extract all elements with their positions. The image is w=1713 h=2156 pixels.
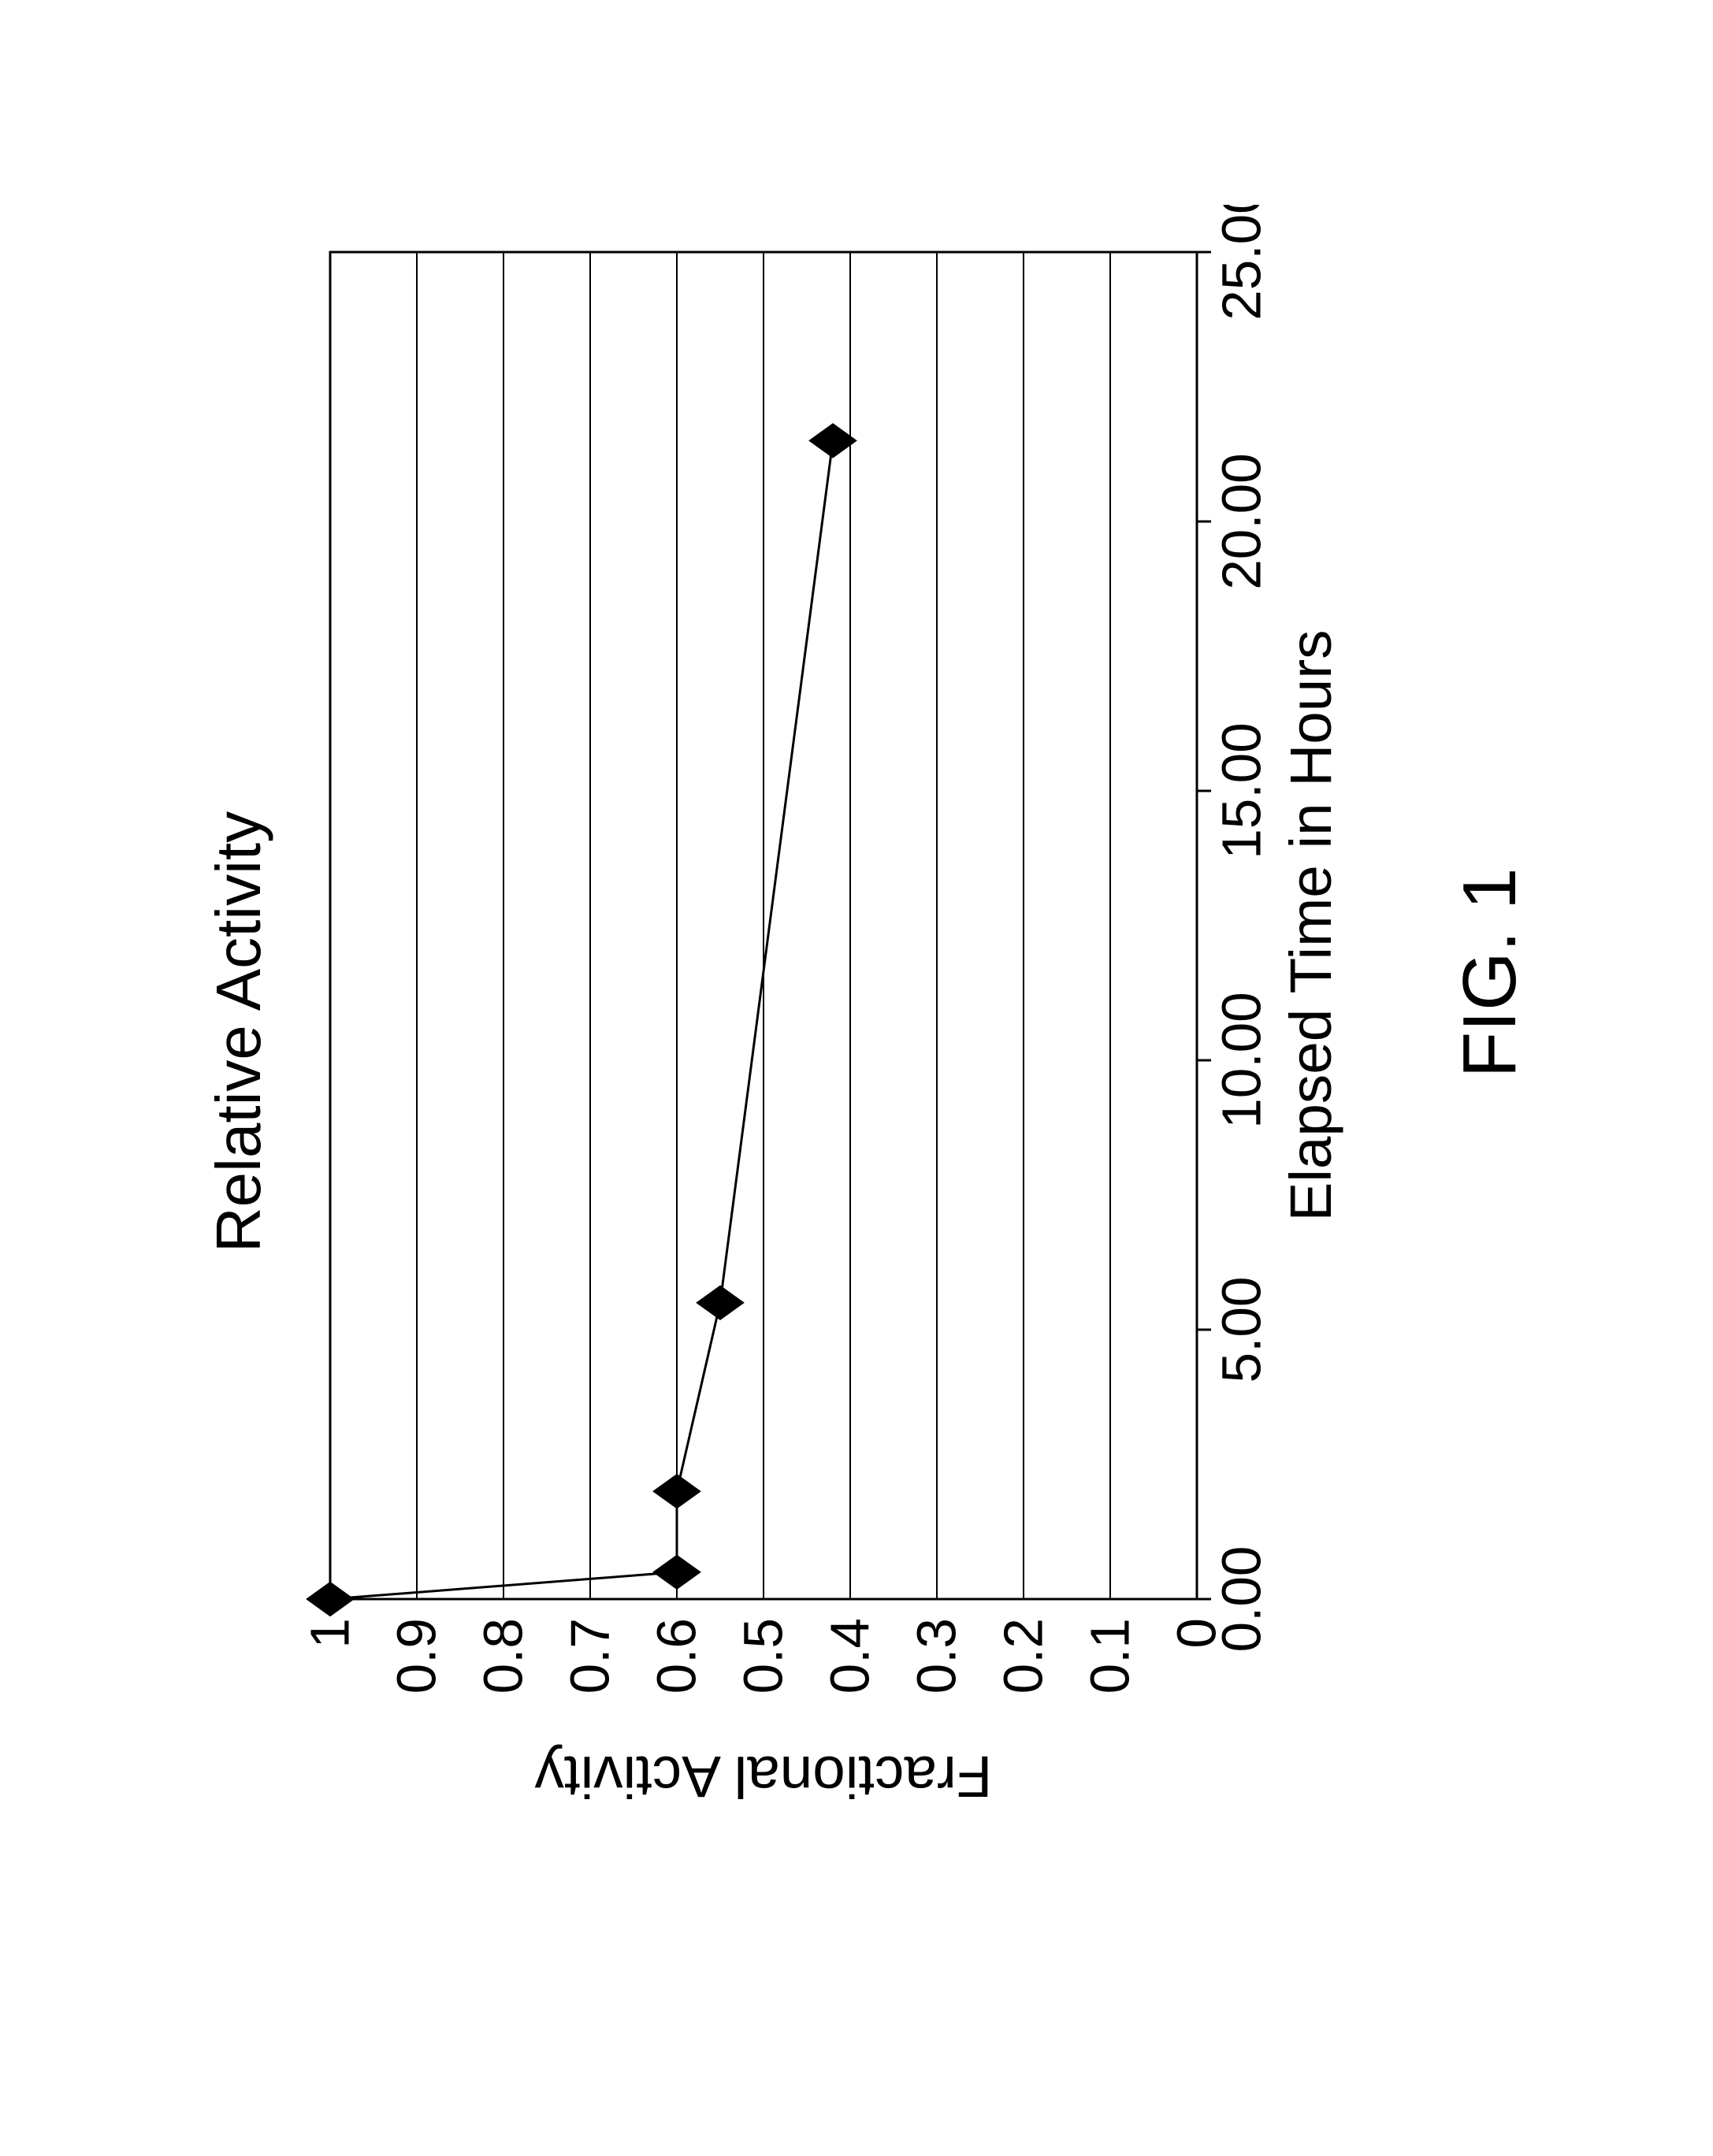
y-axis-label: Fractional Activity [534,1744,993,1810]
y-tick-label: 0.3 [905,1618,967,1694]
relative-activity-line-chart: 0.005.0010.0015.0020.0025.0000.10.20.30.… [283,205,1465,1859]
y-tick-label: 0.8 [472,1618,533,1694]
rotated-figure-block: Relative Activity 0.005.0010.0015.0020.0… [187,126,1526,1938]
x-tick-label: 10.00 [1210,992,1272,1129]
y-tick-label: 0.4 [819,1618,880,1694]
x-tick-label: 5.00 [1210,1277,1272,1383]
x-tick-label: 25.00 [1210,205,1272,321]
y-tick-label: 1 [299,1618,360,1649]
figure-label: FIG. 1 [1447,868,1533,1078]
y-tick-label: 0.7 [559,1618,620,1694]
y-tick-label: 0.2 [992,1618,1053,1694]
x-tick-label: 15.00 [1210,722,1272,859]
chart-container: 0.005.0010.0015.0020.0025.0000.10.20.30.… [283,126,1465,1938]
y-tick-label: 0.6 [645,1618,707,1694]
x-axis-label: Elapsed Time in Hours [1277,629,1343,1221]
y-tick-label: 0.1 [1079,1618,1140,1694]
chart-title: Relative Activity [203,126,275,1938]
y-tick-label: 0.5 [732,1618,793,1694]
y-tick-label: 0.9 [385,1618,447,1694]
page: Relative Activity 0.005.0010.0015.0020.0… [0,0,1713,2156]
y-tick-label: 0 [1165,1618,1227,1649]
x-tick-label: 20.00 [1210,453,1272,590]
